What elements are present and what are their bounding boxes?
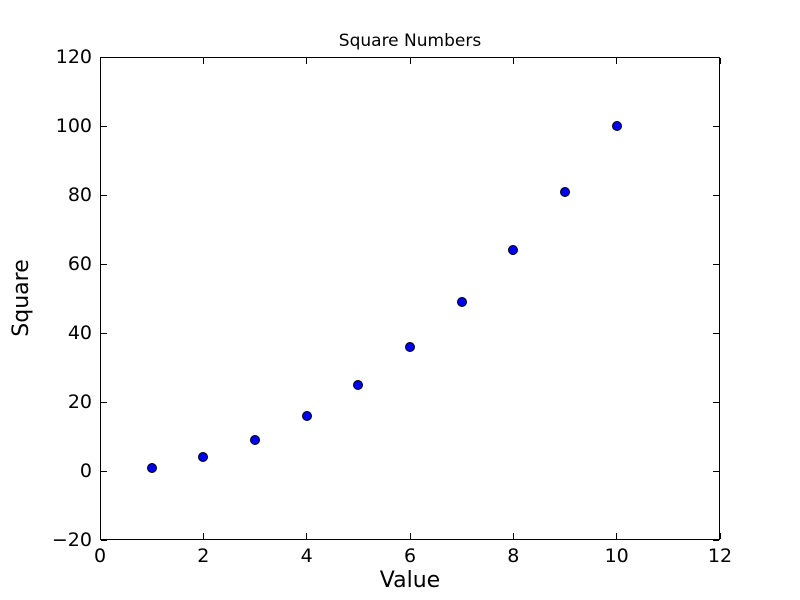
y-tick-label: 120: [55, 45, 92, 68]
x-tick: [512, 533, 514, 539]
y-tick-label: 20: [67, 390, 92, 413]
x-tick-label: 0: [93, 545, 107, 567]
y-tick-label: 80: [67, 183, 92, 206]
x-tick-top: [616, 58, 618, 64]
x-tick-label: 8: [507, 545, 520, 567]
x-tick: [719, 533, 721, 539]
y-tick-right: [713, 56, 719, 58]
x-tick-top: [99, 58, 101, 64]
x-tick-top: [306, 58, 308, 64]
data-point: [560, 186, 570, 197]
data-point: [353, 379, 364, 390]
y-tick: [101, 332, 107, 334]
y-tick: [101, 401, 107, 403]
x-tick-top: [202, 58, 204, 64]
x-axis-label: Value: [379, 568, 441, 593]
data-point: [611, 121, 622, 131]
y-tick-right: [713, 401, 719, 403]
data-point: [250, 434, 260, 445]
x-tick: [306, 533, 308, 539]
y-tick-label: 0: [79, 459, 92, 482]
y-tick-label: 100: [55, 114, 92, 137]
x-tick-label: 4: [300, 545, 313, 567]
x-tick-top: [512, 58, 514, 64]
y-tick: [101, 470, 107, 472]
y-tick: [101, 263, 107, 265]
y-tick-right: [713, 194, 719, 196]
x-tick-top: [719, 58, 721, 64]
data-point: [146, 462, 157, 473]
x-tick-label: 2: [197, 545, 210, 567]
x-tick: [616, 533, 618, 539]
x-tick: [202, 533, 204, 539]
y-tick-label: 60: [67, 252, 92, 275]
data-point: [405, 341, 415, 352]
y-tick: [101, 56, 107, 58]
y-tick: [101, 194, 107, 196]
x-tick: [409, 533, 411, 539]
y-tick-label: −20: [51, 528, 92, 551]
data-point: [508, 245, 519, 256]
x-tick-top: [409, 58, 411, 64]
plot-area: [100, 57, 720, 540]
x-tick-label: 10: [604, 545, 629, 567]
data-point: [301, 410, 312, 421]
y-tick-label: 40: [67, 321, 92, 344]
y-tick-right: [713, 263, 719, 265]
y-tick-right: [713, 332, 719, 334]
x-tick-label: 12: [707, 545, 733, 567]
x-tick-label: 6: [403, 545, 417, 567]
y-tick-right: [713, 125, 719, 127]
chart-title: Square Numbers: [338, 31, 482, 51]
y-tick: [101, 539, 107, 541]
y-tick: [101, 125, 107, 127]
data-point: [198, 452, 209, 463]
data-point: [456, 296, 467, 307]
x-tick: [99, 533, 101, 539]
y-tick-right: [713, 470, 719, 472]
y-tick-right: [713, 539, 719, 541]
